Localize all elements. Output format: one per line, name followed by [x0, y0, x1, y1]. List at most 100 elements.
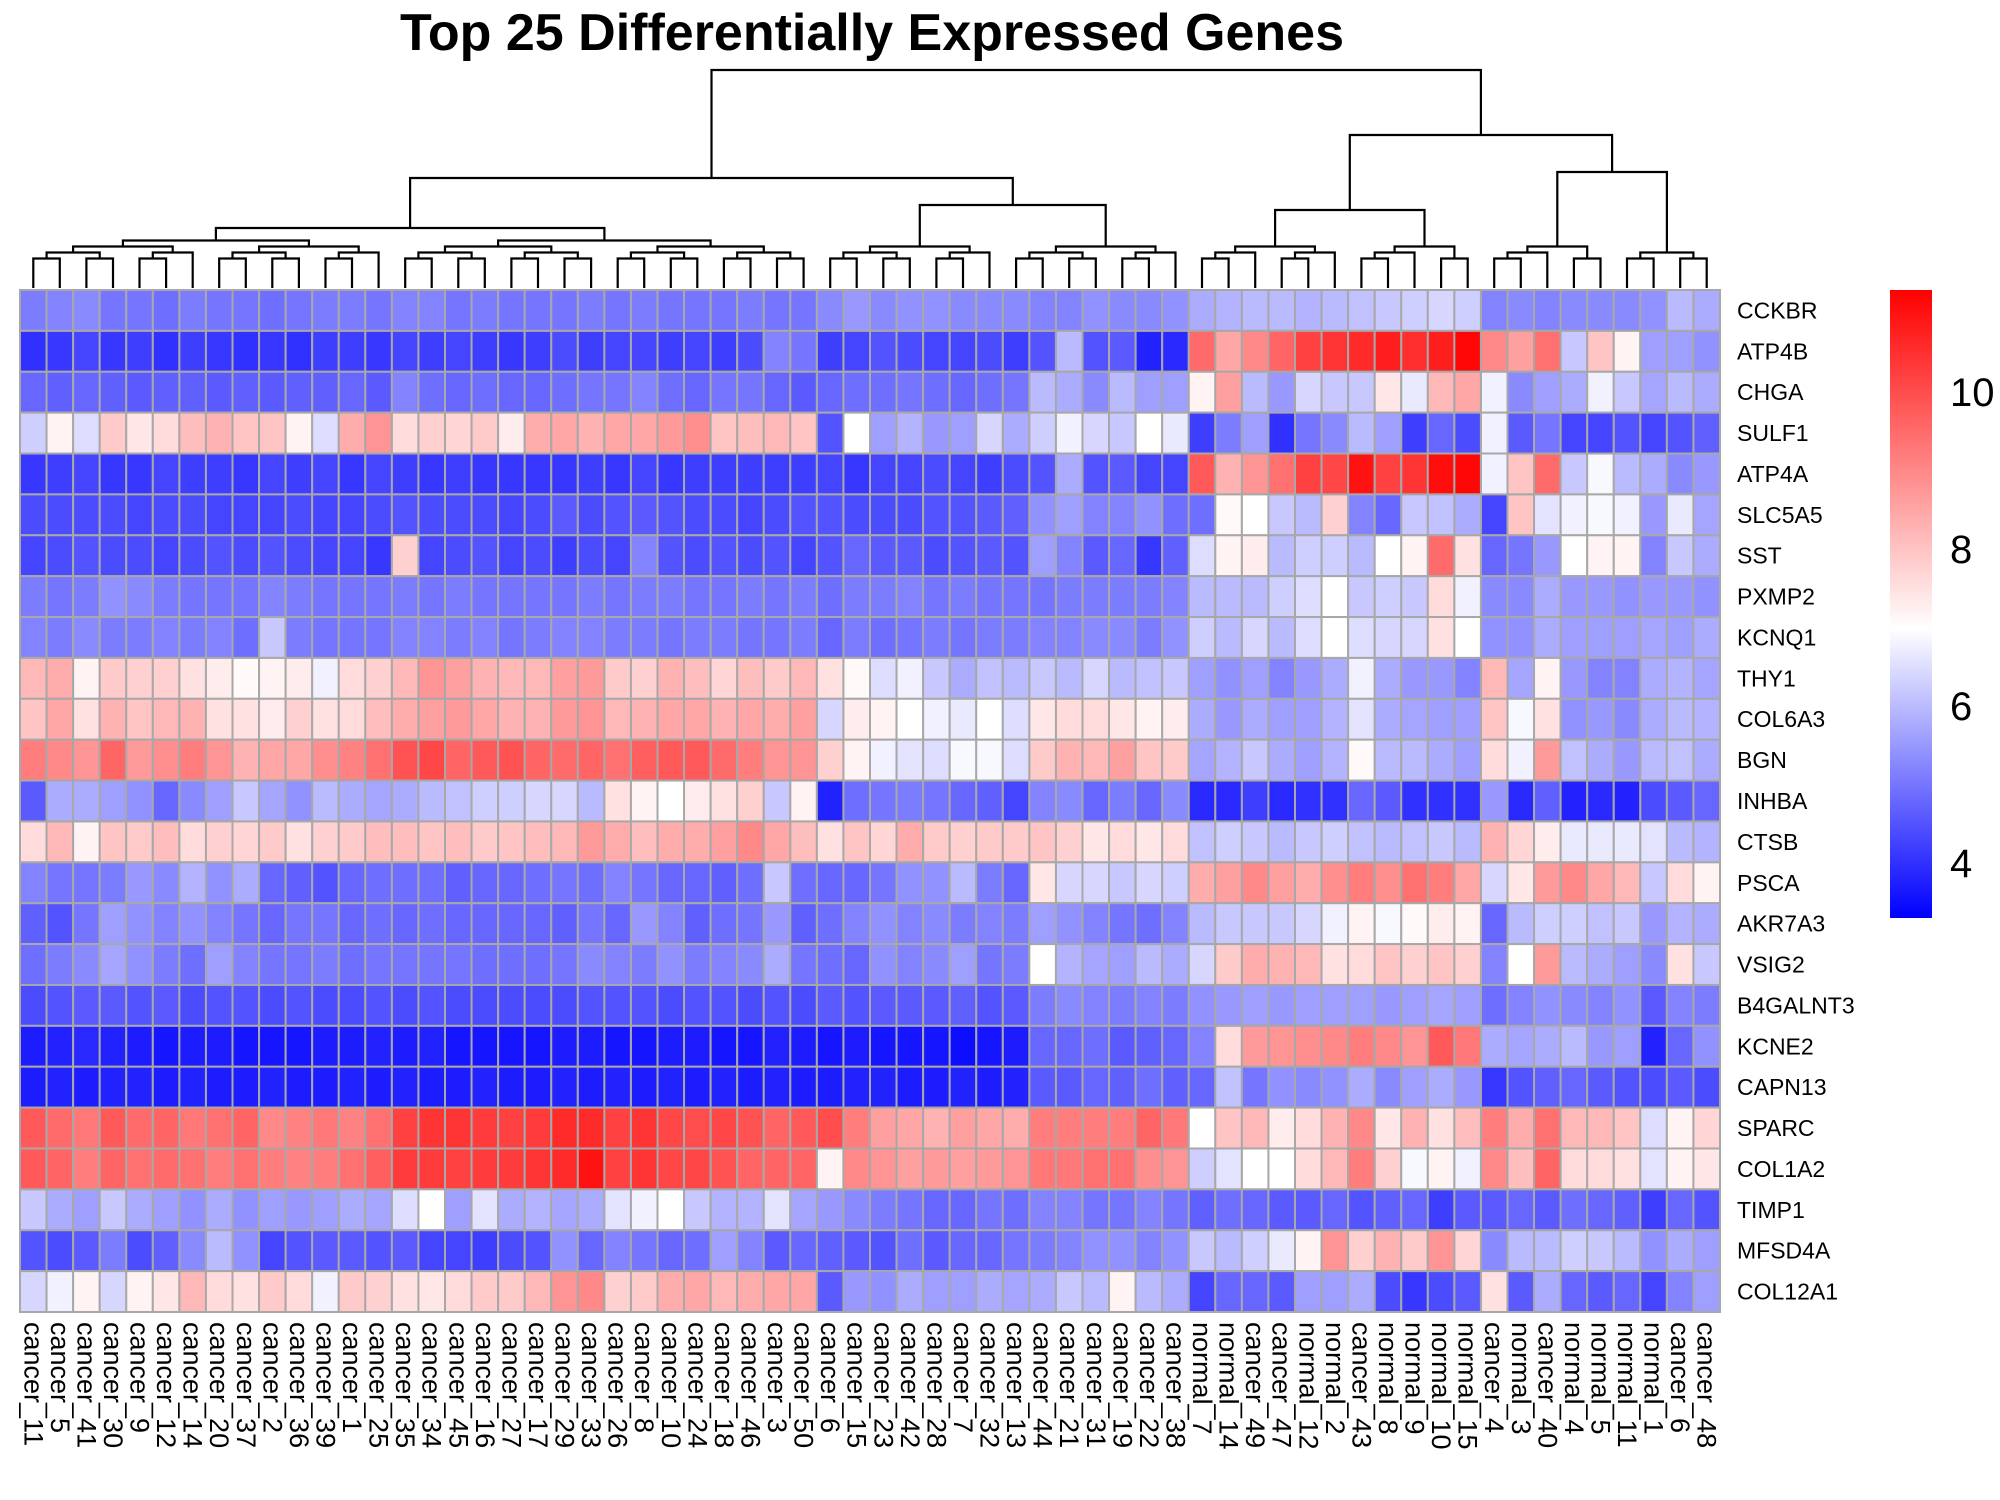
heatmap-cell — [1108, 493, 1137, 537]
heatmap-cell — [258, 943, 287, 986]
heatmap-cell — [178, 1147, 207, 1191]
heatmap-cell — [497, 738, 526, 782]
heatmap-cell — [284, 1188, 314, 1232]
heatmap-cell — [1108, 656, 1137, 700]
heatmap-cell — [1161, 1229, 1190, 1273]
heatmap-cell — [45, 370, 75, 414]
heatmap-cell — [417, 820, 447, 864]
heatmap-cell — [1586, 983, 1615, 1027]
heatmap-cell — [1267, 370, 1296, 414]
heatmap-cell — [815, 1270, 845, 1313]
heatmap-cell — [1028, 575, 1057, 619]
heatmap-cell — [1373, 1106, 1403, 1150]
heatmap-cell — [1400, 411, 1429, 455]
gene-label: AKR7A3 — [1737, 911, 1825, 937]
heatmap-cell — [922, 452, 951, 496]
heatmap-cell — [709, 616, 739, 659]
heatmap-cell — [1692, 656, 1721, 700]
heatmap-cell — [1108, 370, 1137, 414]
heatmap-cell — [19, 861, 48, 905]
heatmap-cell — [470, 329, 500, 373]
heatmap-cell — [1240, 1188, 1270, 1232]
heatmap-cell — [922, 370, 951, 414]
dendrogram-branch — [1054, 245, 1157, 253]
heatmap-cell — [337, 1188, 367, 1232]
heatmap-cell — [1294, 289, 1323, 332]
dendrogram-branch — [669, 257, 699, 288]
heatmap-cell — [1267, 1188, 1296, 1232]
heatmap-cell — [1400, 1270, 1429, 1313]
heatmap-cell — [311, 289, 340, 332]
heatmap-cell — [151, 1106, 181, 1150]
heatmap-cell — [337, 983, 367, 1027]
sample-label: cancer_32 — [975, 1322, 1005, 1448]
heatmap-cell — [19, 1188, 48, 1232]
heatmap-cell — [1665, 1024, 1695, 1068]
gene-label: VSIG2 — [1737, 952, 1805, 978]
sample-label: normal_15 — [1453, 1322, 1483, 1450]
dendrogram-branch — [1506, 251, 1549, 288]
heatmap-cell — [390, 1188, 420, 1232]
heatmap-cell — [815, 902, 845, 946]
sample-label: cancer_18 — [709, 1322, 739, 1448]
heatmap-cell — [390, 983, 420, 1027]
heatmap-cell — [736, 1188, 765, 1232]
heatmap-cell — [364, 616, 393, 659]
heatmap-cell — [337, 329, 367, 373]
heatmap-cell — [19, 493, 48, 537]
heatmap-cell — [1373, 1188, 1403, 1232]
heatmap-cell — [258, 411, 287, 455]
heatmap-cell — [1187, 656, 1217, 700]
heatmap-cell — [45, 861, 75, 905]
heatmap-cell — [603, 820, 632, 864]
heatmap-cell — [231, 983, 261, 1027]
heatmap-cell — [72, 820, 101, 864]
heatmap-cell — [284, 1270, 314, 1313]
heatmap-cell — [762, 1270, 792, 1313]
heatmap-cell — [1294, 1106, 1323, 1150]
heatmap-cell — [1054, 1188, 1084, 1232]
heatmap-cell — [178, 983, 207, 1027]
heatmap-cell — [151, 656, 181, 700]
heatmap-cell — [1081, 616, 1111, 659]
heatmap-cell — [762, 738, 792, 782]
heatmap-cell — [1479, 779, 1509, 823]
heatmap-cell — [683, 1106, 712, 1150]
heatmap-cell — [1426, 1106, 1456, 1150]
heatmap-cell — [45, 697, 75, 741]
heatmap-cell — [98, 493, 128, 537]
heatmap-cell — [1612, 1106, 1642, 1150]
heatmap-cell — [98, 1188, 128, 1232]
heatmap-cell — [1426, 902, 1456, 946]
heatmap-cell — [922, 902, 951, 946]
sample-label: cancer_3 — [762, 1322, 792, 1433]
heatmap-cell — [417, 329, 447, 373]
heatmap-cell — [895, 1024, 925, 1068]
heatmap-cell — [390, 329, 420, 373]
heatmap-cell — [1214, 1188, 1243, 1232]
heatmap-cell — [497, 1147, 526, 1191]
heatmap-cell — [497, 1229, 526, 1273]
heatmap-cell — [789, 1147, 818, 1191]
heatmap-cell — [258, 534, 287, 578]
heatmap-cell — [1161, 738, 1190, 782]
heatmap-cell — [1506, 575, 1536, 619]
heatmap-cell — [390, 616, 420, 659]
heatmap-cell — [975, 861, 1004, 905]
heatmap-cell — [629, 370, 659, 414]
heatmap-cell — [762, 1106, 792, 1150]
heatmap-cell — [762, 820, 792, 864]
heatmap-cell — [151, 1188, 181, 1232]
heatmap-cell — [1267, 1270, 1296, 1313]
heatmap-cell — [1001, 370, 1031, 414]
heatmap-cell — [1665, 943, 1695, 986]
heatmap-cell — [1639, 1270, 1668, 1313]
heatmap-cell — [311, 779, 340, 823]
heatmap-cell — [311, 1024, 340, 1068]
heatmap-cell — [1081, 983, 1111, 1027]
heatmap-cell — [364, 1065, 393, 1109]
heatmap-cell — [390, 575, 420, 619]
heatmap-cell — [1320, 697, 1350, 741]
heatmap-cell — [1320, 575, 1350, 619]
